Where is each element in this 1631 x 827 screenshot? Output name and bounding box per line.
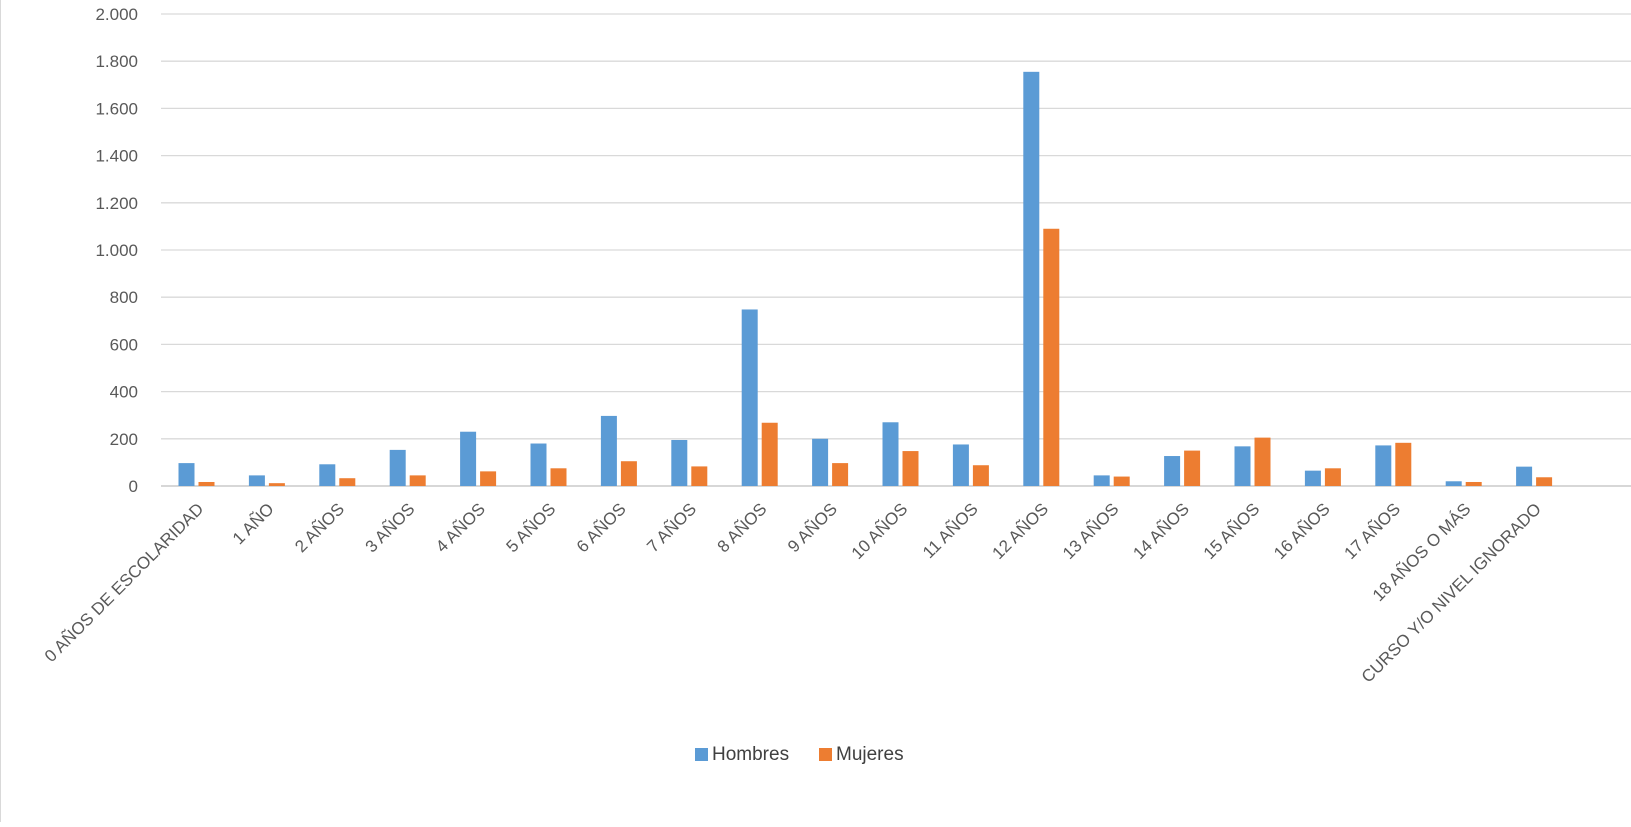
x-tick-label: 15 AÑOS xyxy=(1200,499,1264,563)
bar-mujeres-9 xyxy=(832,463,849,486)
y-tick-label: 600 xyxy=(110,335,138,354)
bar-hombres-7 xyxy=(671,439,688,486)
bar-mujeres-8 xyxy=(761,422,778,486)
x-tick-label: 1 AÑO xyxy=(229,499,278,548)
bar-hombres-15 xyxy=(1234,446,1251,486)
y-tick-label: 1.000 xyxy=(95,241,138,260)
bar-hombres-6 xyxy=(600,415,617,486)
bar-mujeres-16 xyxy=(1324,468,1341,486)
gridlines xyxy=(161,13,1631,487)
bar-hombres-1 xyxy=(248,475,265,486)
bar-hombres-13 xyxy=(1093,475,1110,486)
x-tick-label: 11 AÑOS xyxy=(919,499,982,562)
x-tick-label: 12 AÑOS xyxy=(989,499,1053,563)
y-tick-label: 1.800 xyxy=(95,52,138,71)
y-tick-label: 1.400 xyxy=(95,147,138,166)
bar-mujeres-13 xyxy=(1113,476,1130,486)
bar-mujeres-5 xyxy=(550,468,567,486)
bar-hombres-9 xyxy=(812,438,829,486)
bar-hombres-11 xyxy=(952,444,969,486)
bar-hombres-14 xyxy=(1164,456,1181,486)
bar-mujeres-10 xyxy=(902,451,919,486)
bar-hombres-2 xyxy=(319,464,336,486)
legend-label-hombres: Hombres xyxy=(712,744,789,765)
y-axis-ticks: 0 200 400 600 800 1.000 1.200 1.400 1.600 1.800 2.… xyxy=(95,5,138,496)
x-tick-label: 5 AÑOS xyxy=(502,499,559,556)
x-tick-label: 13 AÑOS xyxy=(1059,499,1123,563)
y-tick-label: 1.600 xyxy=(95,99,138,118)
legend-swatch-mujeres xyxy=(819,748,832,761)
y-tick-label: 0 xyxy=(129,477,138,496)
bar-mujeres-6 xyxy=(620,461,637,486)
bar-hombres-19 xyxy=(1516,466,1533,486)
bar-hombres-16 xyxy=(1304,470,1321,486)
x-tick-label: 0 AÑOS DE ESCOLARIDAD xyxy=(41,499,207,665)
y-tick-label: 800 xyxy=(110,288,138,307)
bar-mujeres-2 xyxy=(339,478,356,486)
y-tick-label: 400 xyxy=(110,383,138,402)
legend-label-mujeres: Mujeres xyxy=(836,744,904,765)
y-tick-label: 1.200 xyxy=(95,194,138,213)
bar-mujeres-14 xyxy=(1184,450,1201,486)
y-tick-label: 2.000 xyxy=(95,5,138,24)
x-tick-label: 7 AÑOS xyxy=(643,499,700,556)
x-axis-ticks: 0 AÑOS DE ESCOLARIDAD 1 AÑO 2 AÑOS 3 AÑOS 4 … xyxy=(41,499,1545,686)
bar-hombres-0 xyxy=(178,463,195,486)
bar-mujeres-17 xyxy=(1395,442,1412,486)
bar-mujeres-3 xyxy=(409,475,426,486)
x-tick-label: 14 AÑOS xyxy=(1129,499,1193,563)
bar-hombres-10 xyxy=(882,422,899,486)
x-tick-label: 3 AÑOS xyxy=(362,499,419,556)
x-tick-label: 10 AÑOS xyxy=(848,499,912,563)
bar-hombres-5 xyxy=(530,443,547,486)
x-tick-label: 6 AÑOS xyxy=(573,499,630,556)
bar-hombres-18 xyxy=(1445,481,1462,486)
bar-mujeres-18 xyxy=(1465,481,1482,486)
bar-mujeres-11 xyxy=(972,465,989,486)
bar-mujeres-4 xyxy=(480,471,497,486)
x-tick-label: 9 AÑOS xyxy=(784,499,841,556)
bar-hombres-3 xyxy=(389,449,406,486)
y-tick-label: 200 xyxy=(110,430,138,449)
bar-mujeres-12 xyxy=(1043,228,1060,486)
bar-mujeres-15 xyxy=(1254,437,1271,486)
bar-hombres-12 xyxy=(1023,71,1040,486)
bar-mujeres-7 xyxy=(691,466,708,486)
x-tick-label: 4 AÑOS xyxy=(432,499,489,556)
bar-mujeres-19 xyxy=(1536,477,1553,486)
bar-hombres-17 xyxy=(1375,445,1392,486)
x-tick-label: 17 AÑOS xyxy=(1341,499,1405,563)
x-tick-label: 2 AÑOS xyxy=(291,499,348,556)
x-tick-label: 8 AÑOS xyxy=(714,499,771,556)
bar-mujeres-0 xyxy=(198,481,215,486)
x-tick-label: 16 AÑOS xyxy=(1270,499,1334,563)
bar-mujeres-1 xyxy=(268,483,285,486)
legend-swatch-hombres xyxy=(695,748,708,761)
bars xyxy=(178,71,1553,486)
legend: Hombres Mujeres xyxy=(695,744,904,765)
bar-hombres-4 xyxy=(460,431,477,486)
bar-hombres-8 xyxy=(741,309,758,486)
